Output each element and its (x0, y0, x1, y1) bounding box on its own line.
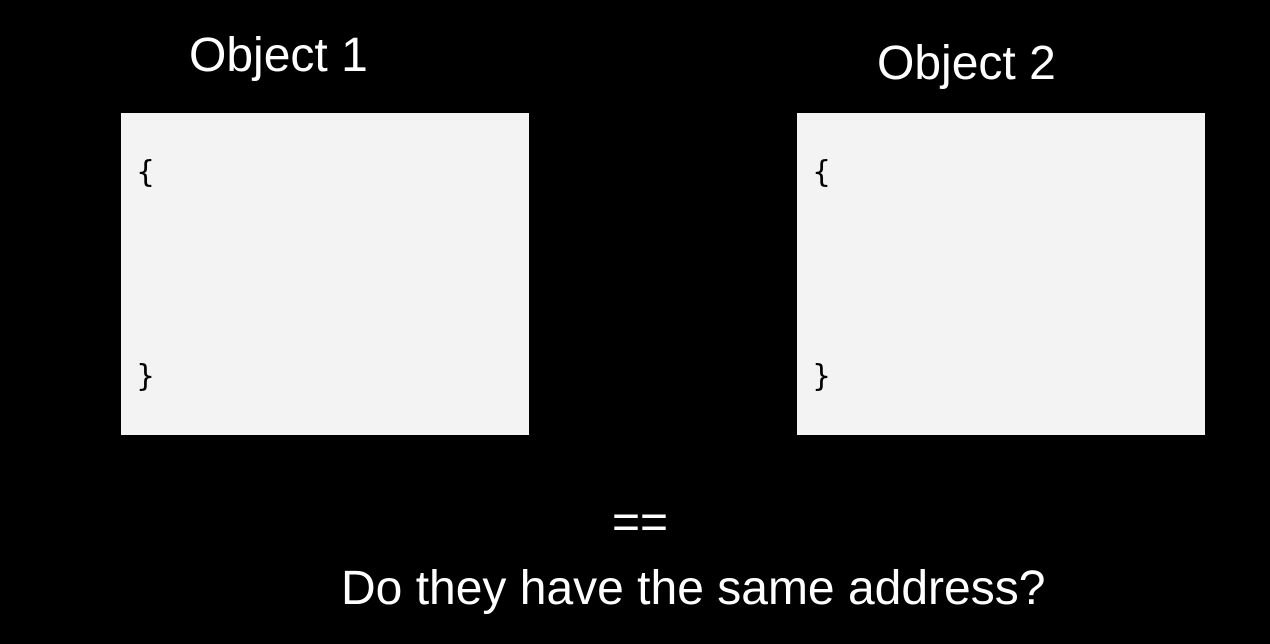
object-2-box: { } (797, 113, 1205, 435)
object-1-open-brace: { (136, 155, 156, 190)
object-1-box: { } (121, 113, 529, 435)
object-2-close-brace: } (812, 359, 832, 394)
question-text: Do they have the same address? (341, 562, 1046, 615)
object-1-close-brace: } (136, 359, 156, 394)
object-2-open-brace: { (812, 155, 832, 190)
object-1-title: Object 1 (189, 29, 368, 82)
equality-operator: == (612, 496, 669, 549)
object-2-title: Object 2 (877, 37, 1056, 90)
